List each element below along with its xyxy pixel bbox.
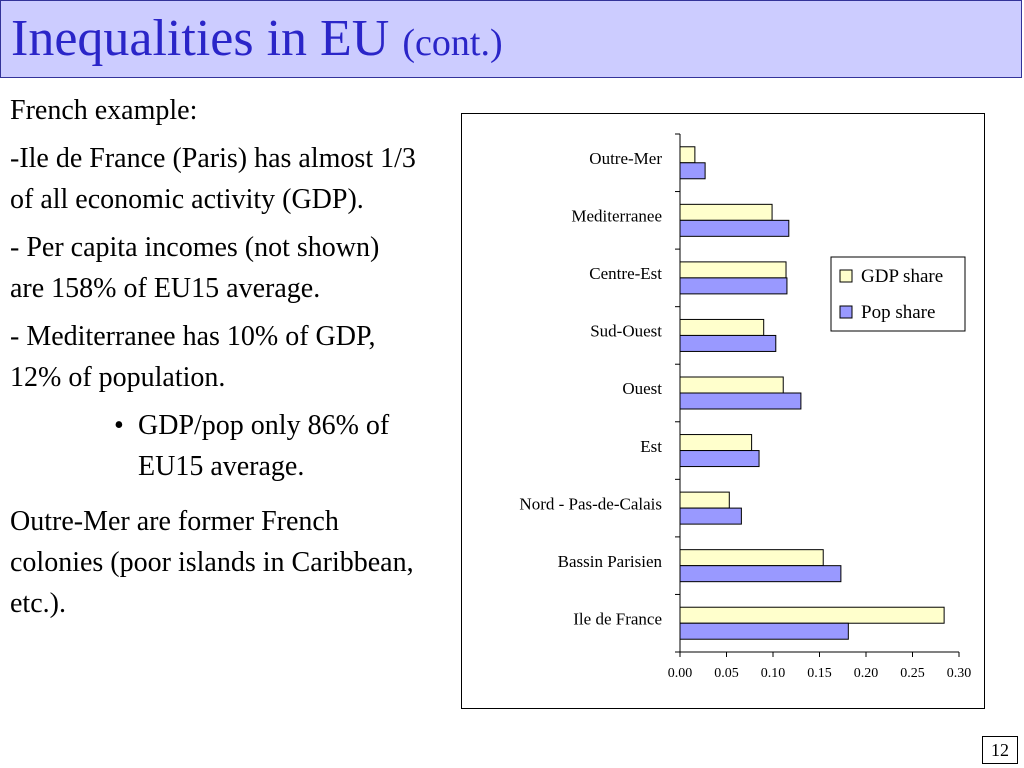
legend-swatch [839,305,853,319]
title-bar: Inequalities in EU (cont.) [0,0,1022,78]
point-mediterranee: - Mediterranee has 10% of GDP, 12% of po… [10,321,376,393]
slide-title-suffix: (cont.) [402,22,503,64]
x-tick-label: 0.25 [900,666,925,681]
bar-pop-share [679,507,742,525]
bar-pop-share [679,162,706,180]
bar-gdp-share [679,434,753,452]
category-label: Sud-Ouest [590,322,662,341]
x-tick-label: 0.00 [668,666,693,681]
category-label: Centre-Est [589,264,662,283]
legend-box [830,256,966,332]
legend-swatch [839,269,853,283]
bar-pop-share [679,565,842,583]
slide-title: Inequalities in EU (cont.) [11,7,503,75]
bullet-dot-icon: • [114,410,124,441]
outro-text: Outre-Mer are former French colonies (po… [10,506,414,619]
category-label: Outre-Mer [589,149,662,168]
x-tick-label: 0.10 [761,666,786,681]
bullet-gdp-pop: • GDP/pop only 86% of EU15 average. [10,405,420,487]
bar-pop-share [679,622,849,640]
x-tick-label: 0.05 [714,666,739,681]
legend-label: GDP share [861,266,943,287]
bar-gdp-share [679,491,730,509]
bar-gdp-share [679,376,784,394]
slide-title-main: Inequalities in EU [11,10,390,67]
category-label: Mediterranee [571,207,662,226]
x-tick-label: 0.30 [947,666,972,681]
bar-gdp-share [679,146,696,164]
legend-label: Pop share [861,302,935,323]
category-label: Bassin Parisien [558,552,663,571]
category-label: Ouest [622,379,662,398]
bar-pop-share [679,450,760,468]
bar-gdp-share [679,261,787,279]
bar-gdp-share [679,606,945,624]
category-label: Est [640,437,662,456]
bar-gdp-share [679,549,824,567]
bar-gdp-share [679,318,765,336]
bar-gdp-share [679,203,773,221]
point-ile-de-france: -Ile de France (Paris) has almost 1/3 of… [10,143,416,215]
point-per-capita: - Per capita incomes (not shown) are 158… [10,232,380,304]
bar-pop-share [679,392,802,410]
chart-frame: Outre-Mer Mediterranee Centre-Est Sud-Ouest… [461,113,985,709]
page-number: 12 [982,736,1018,764]
x-tick-label: 0.15 [807,666,832,681]
category-label: Ile de France [573,609,662,628]
category-label: Nord - Pas-de-Calais [519,494,662,513]
bar-chart: Outre-Mer Mediterranee Centre-Est Sud-Ouest… [519,133,972,681]
bar-pop-share [679,277,788,295]
bullet-gdp-pop-text: GDP/pop only 86% of EU15 average. [138,410,390,482]
intro-text: French example: [10,95,198,126]
x-tick-label: 0.20 [854,666,879,681]
slide-body-text: French example: -Ile de France (Paris) h… [10,90,420,631]
bar-pop-share [679,219,790,237]
bar-pop-share [679,334,777,352]
